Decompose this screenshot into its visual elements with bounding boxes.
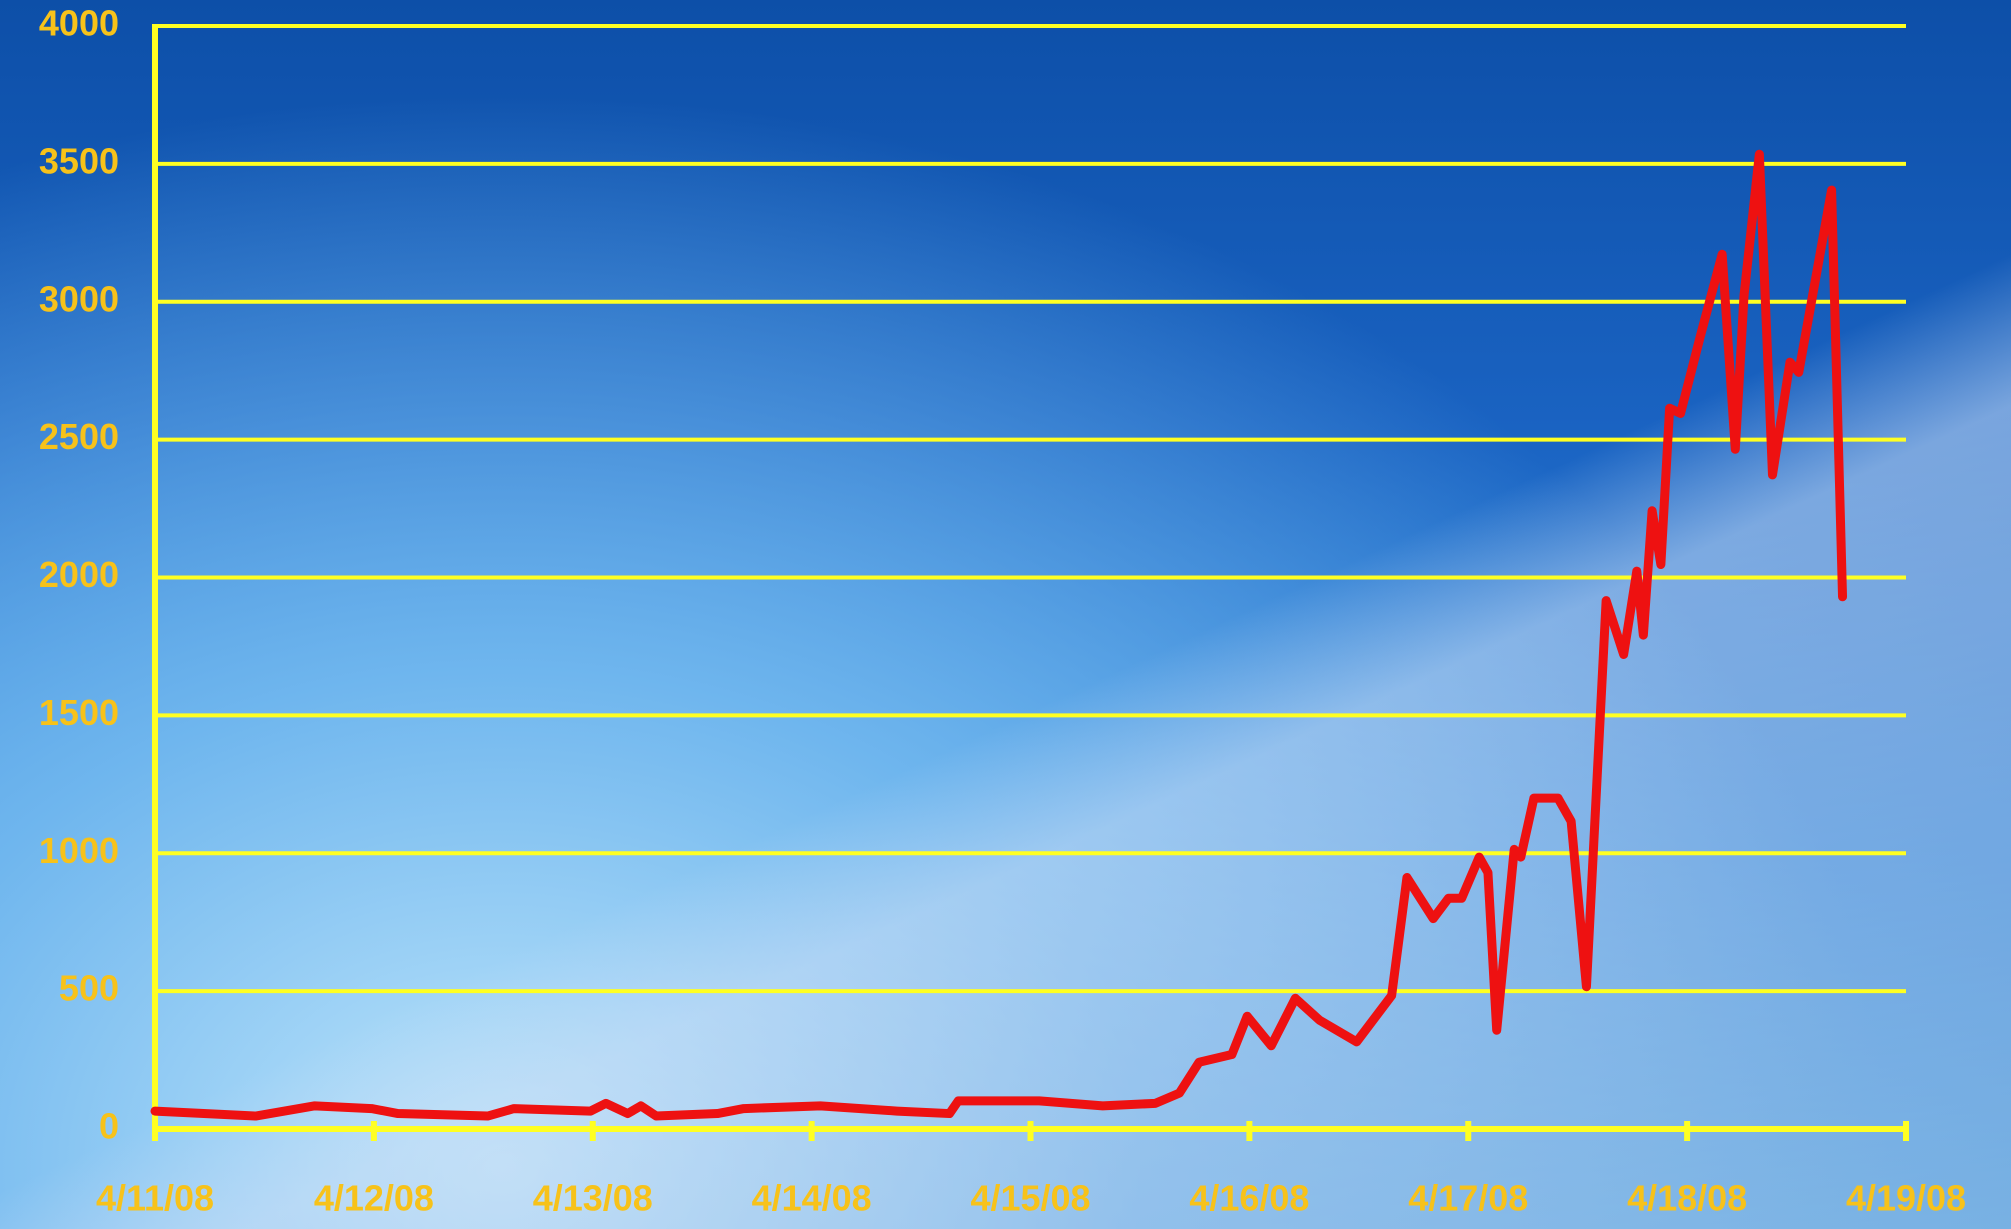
x-tick-label: 4/12/08 [314, 1178, 434, 1219]
y-tick-label: 4000 [39, 3, 119, 44]
x-tick-label: 4/13/08 [533, 1178, 653, 1219]
data-line [150, 149, 1848, 1121]
x-tick-label: 4/19/08 [1846, 1178, 1966, 1219]
y-tick-label: 2500 [39, 416, 119, 457]
y-tick-label: 3500 [39, 140, 119, 181]
x-tick-label: 4/15/08 [970, 1178, 1090, 1219]
x-tick-label: 4/18/08 [1627, 1178, 1747, 1219]
x-tick-label: 4/16/08 [1189, 1178, 1309, 1219]
y-tick-label: 500 [59, 968, 119, 1009]
y-tick-label: 1000 [39, 830, 119, 871]
y-tick-label: 1500 [39, 692, 119, 733]
y-tick-label: 2000 [39, 554, 119, 595]
x-tick-label: 4/17/08 [1408, 1178, 1528, 1219]
x-tick-label: 4/14/08 [752, 1178, 872, 1219]
x-tick-label: 4/11/08 [96, 1178, 214, 1219]
y-tick-label: 3000 [39, 278, 119, 319]
y-tick-label: 0 [99, 1106, 119, 1147]
